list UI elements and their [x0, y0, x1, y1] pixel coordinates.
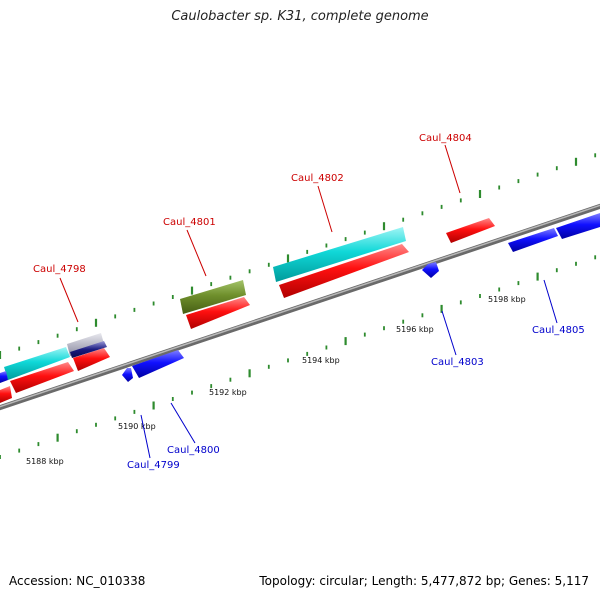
leader-line-caul-4803	[441, 310, 457, 356]
tick-label-5188: 5188 kbp	[26, 457, 64, 466]
gene-caul-4800-arrow[interactable]	[132, 350, 184, 378]
gene-caul-4801-block[interactable]	[180, 280, 246, 314]
gene-caul-4804-arrow[interactable]	[446, 218, 495, 243]
gene-label-caul-4805[interactable]: Caul_4805	[532, 325, 585, 336]
outer-scale-ticks	[0, 153, 597, 359]
gene-caul-4799-arrow[interactable]	[122, 368, 133, 382]
gene-label-caul-4798[interactable]: Caul_4798	[33, 264, 86, 275]
gene-caul-4802-arrow[interactable]	[279, 244, 409, 298]
inner-scale-ticks	[0, 255, 597, 459]
gene-label-caul-4802[interactable]: Caul_4802	[291, 173, 344, 184]
accession-text: Accession: NC_010338	[9, 574, 146, 588]
gene-label-caul-4801[interactable]: Caul_4801	[163, 217, 216, 228]
tick-label-5192: 5192 kbp	[209, 388, 247, 397]
gene-label-caul-4803[interactable]: Caul_4803	[431, 357, 484, 368]
gene-red-arrow[interactable]	[73, 348, 110, 371]
genome-backbone	[0, 203, 600, 411]
tick-label-5196: 5196 kbp	[396, 325, 434, 334]
gene-label-caul-4800[interactable]: Caul_4800	[167, 445, 220, 456]
gene-red-arrow[interactable]	[186, 297, 250, 329]
leader-line-caul-4804	[444, 144, 461, 194]
leader-line-caul-4800	[170, 402, 196, 444]
gene-blue-arrow[interactable]	[0, 371, 8, 383]
leader-line-caul-4798	[59, 277, 79, 323]
map-title: Caulobacter sp. K31, complete genome	[171, 9, 429, 24]
gene-red-arrow[interactable]	[10, 362, 74, 393]
feature-navy-block[interactable]	[70, 341, 107, 358]
tick-label-5190: 5190 kbp	[118, 422, 156, 431]
genome-backbone-highlight	[0, 204, 600, 408]
tick-label-5198: 5198 kbp	[488, 295, 526, 304]
gene-blue-arrow[interactable]	[508, 228, 558, 252]
leader-line-caul-4801	[186, 229, 207, 277]
genome-summary-text: Topology: circular; Length: 5,477,872 bp…	[259, 574, 589, 588]
tick-label-5194: 5194 kbp	[302, 356, 340, 365]
feature-cyan-block[interactable]	[4, 347, 70, 380]
feature-cyan-block[interactable]	[273, 227, 406, 282]
leader-line-caul-4805	[543, 279, 558, 324]
leader-line-caul-4802	[317, 185, 333, 233]
gene-label-caul-4804[interactable]: Caul_4804	[419, 133, 472, 144]
gene-caul-4803-arrow[interactable]	[422, 262, 439, 278]
gene-red-arrow[interactable]	[0, 386, 12, 403]
gene-label-caul-4799[interactable]: Caul_4799	[127, 460, 180, 471]
leader-line-caul-4799	[140, 414, 151, 459]
gene-caul-4805-arrow[interactable]	[556, 213, 600, 239]
